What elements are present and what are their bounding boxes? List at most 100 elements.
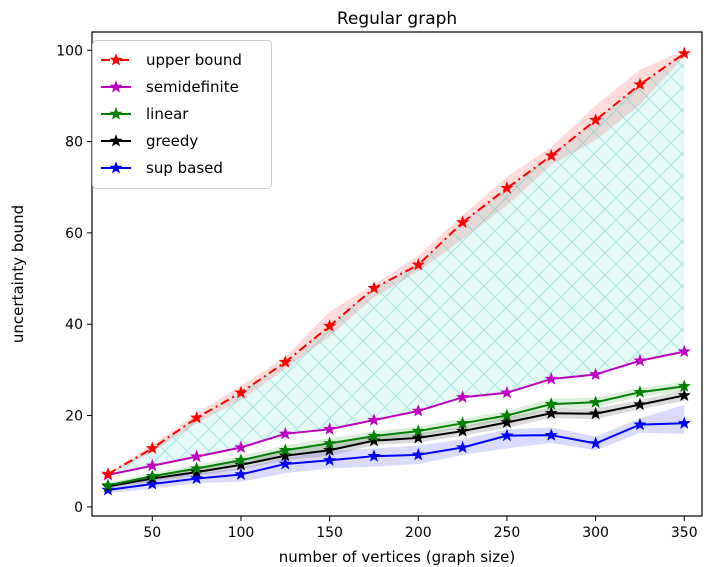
point-semidefinite <box>234 440 248 454</box>
point-upper-bound <box>278 355 292 368</box>
x-axis-ticks: 50 100 150 200 250 300 350 <box>143 516 698 541</box>
shaded-region-fill <box>107 53 685 475</box>
point-upper-bound <box>367 281 381 294</box>
point-semidefinite <box>411 404 425 417</box>
point-sup-based <box>145 477 159 490</box>
line-linear <box>107 385 685 487</box>
point-upper-bound <box>633 77 647 91</box>
y-tick-label: 0 <box>74 500 83 516</box>
y-tick-label: 40 <box>65 317 83 333</box>
band-upper-bound <box>107 50 685 475</box>
x-tick-label: 200 <box>405 525 432 541</box>
legend-box <box>92 40 272 189</box>
point-linear <box>278 443 292 456</box>
point-sup-based <box>544 428 558 441</box>
point-sup-based <box>190 471 204 485</box>
chart-title: Regular graph <box>337 9 457 29</box>
point-greedy <box>633 397 647 411</box>
point-greedy <box>411 431 425 444</box>
point-sup-based <box>456 440 470 454</box>
point-sup-based <box>323 453 337 466</box>
point-linear <box>323 436 337 449</box>
series-markers <box>101 46 691 496</box>
point-greedy <box>323 443 337 456</box>
point-linear <box>101 478 115 491</box>
line-sup-based <box>107 422 685 491</box>
point-semidefinite <box>145 458 159 472</box>
point-sup-based <box>500 428 514 442</box>
y-tick-label: 100 <box>56 43 83 59</box>
x-tick-label: 250 <box>494 525 521 541</box>
point-upper-bound <box>500 181 514 194</box>
line-greedy <box>107 394 685 488</box>
plot-area <box>101 46 691 496</box>
point-sup-based <box>677 416 691 429</box>
point-greedy <box>190 465 204 478</box>
point-upper-bound <box>323 319 337 332</box>
point-linear <box>234 453 248 466</box>
legend: upper bound semidefinite linear greedy sup b… <box>92 40 272 189</box>
point-semidefinite <box>500 385 514 399</box>
legend-label-upper-bound: upper bound <box>146 51 242 69</box>
legend-marker-semidefinite <box>109 80 123 93</box>
point-upper-bound <box>145 441 159 454</box>
point-linear <box>677 379 691 392</box>
point-linear <box>456 416 470 429</box>
x-tick-label: 150 <box>316 525 343 541</box>
point-linear <box>633 385 647 398</box>
point-semidefinite <box>544 372 558 385</box>
point-sup-based <box>234 467 248 481</box>
x-tick-label: 300 <box>582 525 609 541</box>
point-semidefinite <box>323 422 337 435</box>
point-semidefinite <box>190 449 204 463</box>
point-linear <box>367 429 381 442</box>
point-greedy <box>677 388 691 402</box>
point-linear <box>145 469 159 482</box>
legend-label-sup-based: sup based <box>146 159 223 177</box>
point-sup-based <box>278 457 292 470</box>
point-greedy <box>367 433 381 447</box>
legend-label-greedy: greedy <box>146 132 198 150</box>
line-upper-bound <box>107 52 685 475</box>
point-greedy <box>456 424 470 437</box>
point-linear <box>589 395 603 408</box>
point-upper-bound <box>456 215 470 228</box>
point-upper-bound <box>544 148 558 162</box>
point-semidefinite <box>633 353 647 367</box>
x-tick-label: 100 <box>228 525 255 541</box>
point-linear <box>411 424 425 437</box>
y-tick-label: 20 <box>65 409 83 425</box>
point-upper-bound <box>190 410 204 424</box>
point-sup-based <box>367 449 381 462</box>
plot-frame <box>91 31 703 517</box>
point-upper-bound <box>234 385 248 399</box>
point-upper-bound <box>677 46 691 60</box>
point-semidefinite <box>278 426 292 440</box>
legend-marker-linear <box>109 107 123 120</box>
point-upper-bound <box>411 258 425 271</box>
point-semidefinite <box>456 390 470 403</box>
y-axis-ticks: 0 20 40 60 80 100 <box>56 43 92 516</box>
y-axis-label: uncertainty bound <box>9 205 27 343</box>
series-lines <box>107 52 685 491</box>
legend-label-linear: linear <box>146 105 189 123</box>
x-tick-label: 350 <box>671 525 698 541</box>
legend-label-semidefinite: semidefinite <box>146 78 239 96</box>
y-tick-label: 80 <box>65 135 83 151</box>
point-sup-based <box>101 483 115 496</box>
point-greedy <box>278 448 292 462</box>
point-greedy <box>500 415 514 428</box>
x-tick-label: 50 <box>143 525 161 541</box>
point-semidefinite <box>589 367 603 381</box>
legend-marker-greedy <box>109 134 123 147</box>
point-greedy <box>589 406 603 420</box>
point-sup-based <box>589 436 603 449</box>
legend-marker-upper-bound <box>109 53 123 66</box>
point-upper-bound <box>589 113 603 126</box>
y-tick-label: 60 <box>65 226 83 242</box>
line-semidefinite <box>107 350 685 476</box>
legend-marker-sup-based <box>109 161 123 174</box>
point-greedy <box>234 457 248 471</box>
x-axis-label: number of vertices (graph size) <box>279 548 515 566</box>
